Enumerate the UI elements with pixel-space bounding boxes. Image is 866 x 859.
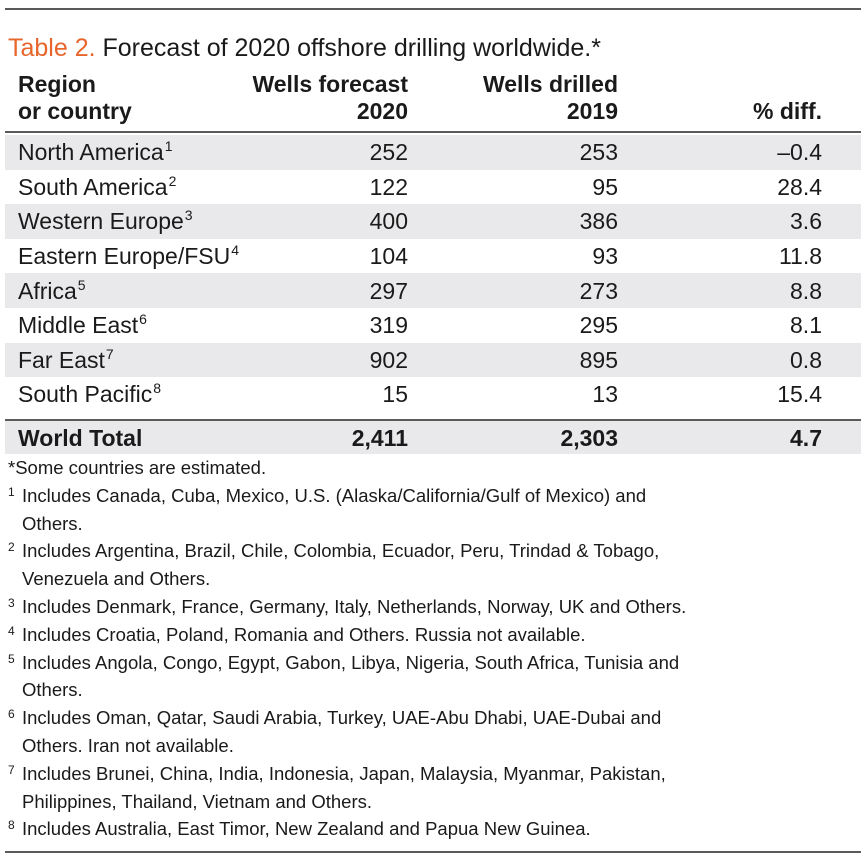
forecast-cell: 252: [369, 139, 408, 166]
forecast-cell: 319: [369, 312, 408, 339]
footnote-1: 1 Includes Canada, Cuba, Mexico, U.S. (Al…: [8, 484, 647, 534]
table-row: Western Europe3 400 386 3.6: [5, 204, 861, 239]
table-body: North America1 252 253 –0.4 South Americ…: [5, 135, 861, 412]
table-row: South America2 122 95 28.4: [5, 170, 861, 205]
footnote-5: 5 Includes Angola, Congo, Egypt, Gabon, L…: [8, 651, 680, 701]
total-row: World Total 2,411 2,303 4.7: [5, 421, 861, 454]
table-row: North America1 252 253 –0.4: [5, 135, 861, 170]
diff-cell: 11.8: [778, 243, 822, 270]
table-number: Table 2.: [8, 34, 96, 62]
total-drilled: 2,303: [560, 424, 618, 451]
drilled-cell: 13: [592, 381, 618, 408]
diff-cell: 8.1: [790, 312, 822, 339]
total-rule: [5, 419, 861, 421]
forecast-cell: 902: [369, 346, 408, 373]
forecast-cell: 15: [382, 381, 408, 408]
region-cell: Eastern Europe/FSU4: [18, 242, 240, 270]
drilled-cell: 273: [579, 277, 618, 304]
footnote-3: 3 Includes Denmark, France, Germany, Ital…: [8, 595, 687, 617]
region-cell: South America2: [18, 172, 177, 200]
table-title: Table 2. Forecast of 2020 offshore drill…: [8, 31, 601, 65]
header-rule: [5, 131, 861, 133]
header-percent-diff: % diff.: [753, 98, 822, 124]
header-wells-forecast: Wells forecast 2020: [252, 71, 408, 124]
forecast-cell: 400: [369, 208, 408, 235]
table-row: South Pacific8 15 13 15.4: [5, 377, 861, 412]
drilled-cell: 95: [592, 173, 618, 200]
diff-cell: –0.4: [777, 139, 822, 166]
region-cell: Middle East6: [18, 311, 147, 339]
drilled-cell: 386: [579, 208, 618, 235]
total-diff: 4.7: [790, 424, 822, 451]
table-caption: Forecast of 2020 offshore drilling world…: [95, 34, 601, 62]
footnote-2: 2 Includes Argentina, Brazil, Chile, Colo…: [8, 540, 660, 590]
region-cell: Far East7: [18, 345, 114, 373]
table-row: Far East7 902 895 0.8: [5, 342, 861, 378]
total-forecast: 2,411: [351, 424, 408, 451]
table-row: Eastern Europe/FSU4 104 93 11.8: [5, 239, 861, 274]
header-region: Region or country: [18, 71, 132, 124]
footnotes: *Some countries are estimated. 1 Includes…: [8, 454, 846, 843]
drilled-cell: 93: [592, 243, 618, 270]
footnote-7: 7 Includes Brunei, China, India, Indonesi…: [8, 762, 666, 812]
drilled-cell: 895: [579, 346, 618, 373]
footnote-6: 6 Includes Oman, Qatar, Saudi Arabia, Tur…: [8, 707, 662, 756]
top-rule: [5, 8, 861, 10]
forecast-cell: 122: [369, 173, 408, 200]
diff-cell: 15.4: [777, 381, 822, 408]
bottom-rule: [5, 851, 861, 853]
total-label: World Total: [18, 424, 143, 451]
region-cell: South Pacific8: [18, 380, 162, 408]
drilled-cell: 295: [579, 312, 618, 339]
diff-cell: 3.6: [790, 208, 822, 235]
region-cell: Western Europe3: [18, 207, 193, 235]
diff-cell: 8.8: [790, 277, 822, 304]
forecast-cell: 297: [369, 277, 408, 304]
footnote-4: 4 Includes Croatia, Poland, Romania and O…: [8, 623, 586, 645]
region-cell: Africa5: [18, 276, 86, 304]
header-wells-drilled: Wells drilled 2019: [482, 71, 618, 124]
region-cell: North America1: [18, 138, 173, 166]
footnote-estimated: *Some countries are estimated.: [8, 457, 267, 478]
diff-cell: 28.4: [777, 173, 822, 200]
table-row: Middle East6 319 295 8.1: [5, 308, 861, 343]
footnote-8: 8 Includes Australia, East Timor, New Zea…: [8, 818, 591, 840]
table-row: Africa5 297 273 8.8: [5, 273, 861, 308]
drilled-cell: 253: [579, 139, 618, 166]
forecast-cell: 104: [369, 243, 408, 270]
diff-cell: 0.8: [790, 346, 822, 373]
